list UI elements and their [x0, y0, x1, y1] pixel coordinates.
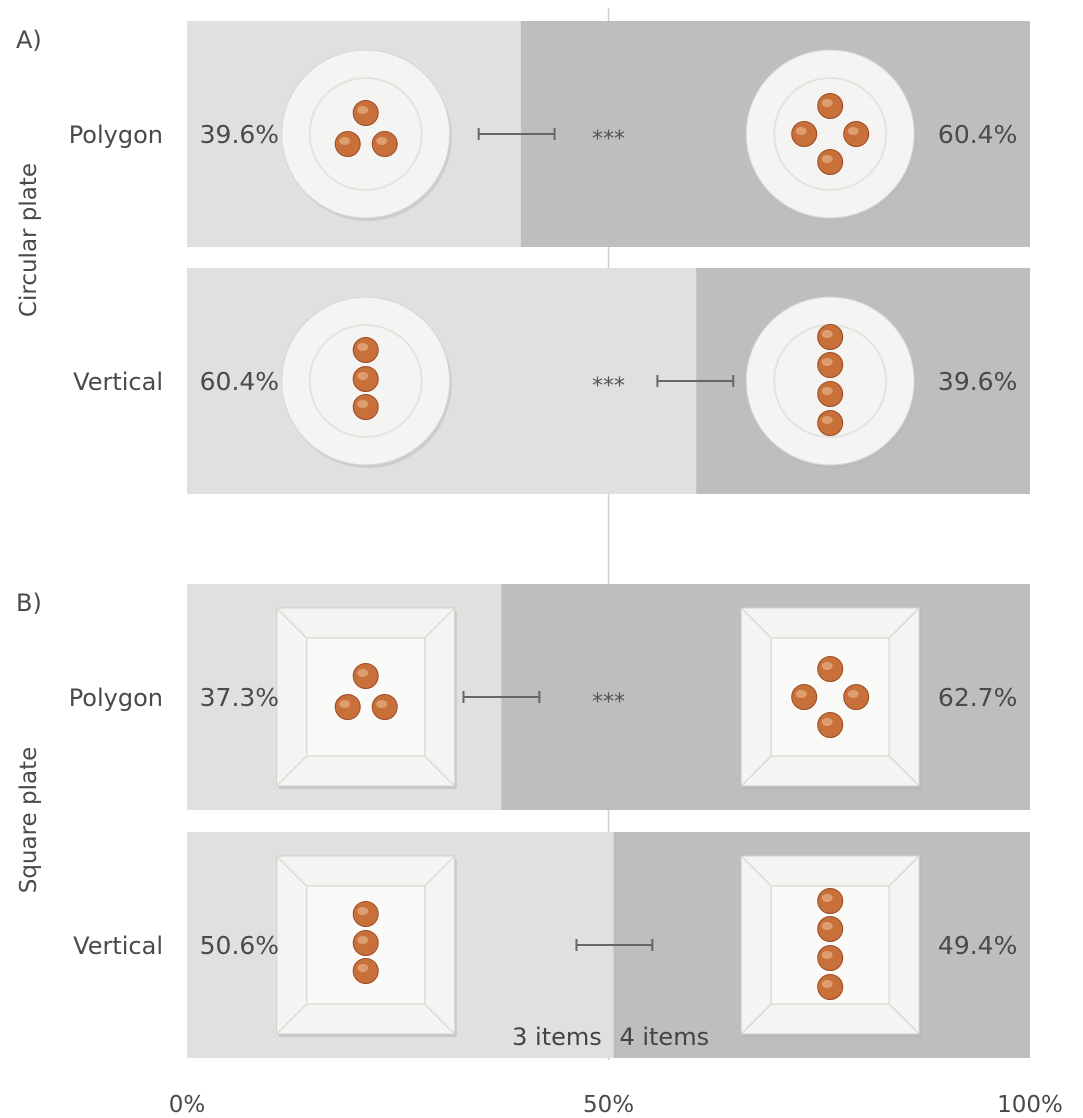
- panel-label: A): [16, 26, 42, 54]
- food-3-items-scallop-highlight: [357, 400, 369, 408]
- plate-4-items-plate-bevel: [740, 855, 772, 887]
- significance-marker: ***: [592, 127, 625, 152]
- plate-3-items-plate-well: [308, 77, 423, 191]
- legend-3-items: 3 items: [512, 1023, 602, 1051]
- x-tick-label: 50%: [583, 1092, 634, 1118]
- row-vertical: Vertical 60.4% 39.6% ***: [73, 268, 1030, 494]
- plate-4-items-plate-bevel: [888, 855, 920, 887]
- food-3-items-scallop-highlight: [357, 106, 369, 114]
- plate-4-items-plate-bevel: [888, 607, 920, 639]
- plate-3-items-plate-bevel: [276, 855, 308, 887]
- value-label-4-items: 49.4%: [938, 931, 1017, 960]
- food-3-items-scallop-highlight: [357, 669, 369, 677]
- food-4-items-scallop-highlight: [821, 416, 833, 424]
- food-4-items-scallop-highlight: [821, 330, 833, 338]
- value-label-4-items: 60.4%: [938, 120, 1017, 149]
- category-label: Polygon: [69, 121, 163, 149]
- plate-3-items-plate-bevel: [276, 755, 308, 787]
- food-3-items-scallop-highlight: [339, 137, 351, 145]
- row-polygon: Polygon 39.6% 60.4% ***: [69, 21, 1030, 247]
- food-3-items-scallop-highlight: [357, 343, 369, 351]
- food-4-items-scallop-highlight: [821, 99, 833, 107]
- food-4-items-scallop-highlight: [821, 980, 833, 988]
- food-4-items-scallop-highlight: [821, 155, 833, 163]
- plate-3-items-plate-bevel: [424, 855, 456, 887]
- plate-4-items-plate-well: [773, 77, 888, 191]
- food-3-items-scallop-highlight: [339, 700, 351, 708]
- food-4-items-scallop-highlight: [821, 718, 833, 726]
- plate-3-items-plate-bevel: [424, 755, 456, 787]
- plate-3-items-plate-bevel: [424, 607, 456, 639]
- value-label-4-items: 62.7%: [938, 683, 1017, 712]
- value-label-3-items: 37.3%: [200, 683, 279, 712]
- food-4-items-scallop-highlight: [795, 127, 807, 135]
- food-4-items-scallop-highlight: [821, 922, 833, 930]
- panel-a: Polygon 39.6% 60.4% *** Vertical 60.4% 39.6% **…: [16, 21, 1030, 494]
- plate-3-items-plate-bevel: [276, 1003, 308, 1035]
- plate-4-items-plate-bevel: [740, 607, 772, 639]
- plate-3-items-plate-bevel: [276, 607, 308, 639]
- panel-b: Polygon 37.3% 62.7% *** Vertical 50.6% 49.4% B)…: [16, 584, 1031, 1058]
- value-label-3-items: 39.6%: [200, 120, 279, 149]
- food-4-items-scallop-highlight: [821, 662, 833, 670]
- food-4-items-scallop-highlight: [821, 387, 833, 395]
- plate-4-items-plate-bevel: [740, 1003, 772, 1035]
- significance-marker: ***: [592, 690, 625, 715]
- food-3-items-scallop-highlight: [357, 964, 369, 972]
- food-3-items-scallop-highlight: [357, 907, 369, 915]
- x-tick-label: 0%: [169, 1092, 206, 1118]
- category-label: Vertical: [73, 368, 163, 396]
- row-polygon: Polygon 37.3% 62.7% ***: [69, 584, 1031, 810]
- panel-label: B): [16, 589, 42, 617]
- plate-3-items-plate-bevel: [424, 1003, 456, 1035]
- value-label-3-items: 60.4%: [200, 367, 279, 396]
- significance-marker: ***: [592, 374, 625, 399]
- food-4-items-scallop-highlight: [821, 358, 833, 366]
- value-label-4-items: 39.6%: [938, 367, 1017, 396]
- food-4-items-scallop-highlight: [821, 894, 833, 902]
- plate-4-items-plate-bevel: [888, 755, 920, 787]
- plate-4-items-plate-well: [770, 637, 890, 757]
- food-3-items-scallop-highlight: [357, 372, 369, 380]
- plate-3-items-plate-rim: [281, 49, 451, 219]
- category-label: Vertical: [73, 932, 163, 960]
- food-4-items-scallop-highlight: [821, 951, 833, 959]
- plate-3-items-plate-well: [305, 637, 426, 757]
- plate-4-items-plate-bevel: [740, 755, 772, 787]
- food-4-items-scallop-highlight: [847, 127, 859, 135]
- plate-3-items-plate-well: [308, 324, 423, 438]
- food-4-items-scallop-highlight: [847, 690, 859, 698]
- group-label: Square plate: [16, 747, 42, 894]
- plate-4-items-plate-rim: [745, 49, 915, 219]
- food-3-items-scallop-highlight: [357, 936, 369, 944]
- x-tick-label: 100%: [997, 1092, 1063, 1118]
- food-3-items-scallop-highlight: [376, 700, 388, 708]
- legend-4-items: 4 items: [619, 1023, 709, 1051]
- plate-4-items-plate-bevel: [888, 1003, 920, 1035]
- food-4-items-scallop-highlight: [795, 690, 807, 698]
- group-label: Circular plate: [16, 163, 42, 317]
- category-label: Polygon: [69, 684, 163, 712]
- row-vertical: Vertical 50.6% 49.4%: [73, 832, 1030, 1058]
- food-3-items-scallop-highlight: [376, 137, 388, 145]
- value-label-3-items: 50.6%: [200, 931, 279, 960]
